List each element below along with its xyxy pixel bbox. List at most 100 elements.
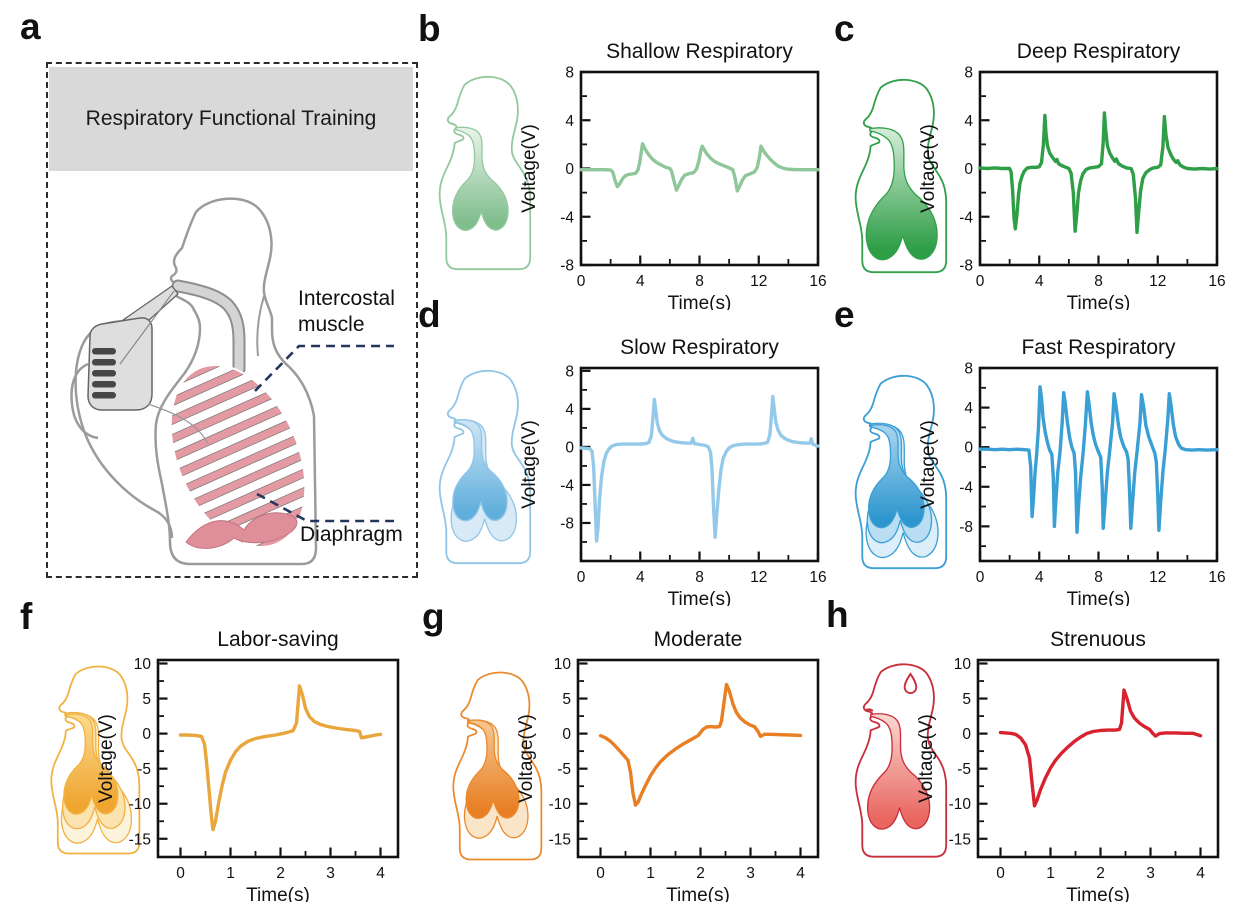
x-axis-label: Time(s) [1067,589,1131,606]
y-tick-label: -4 [560,477,574,494]
training-banner-text: Respiratory Functional Training [85,107,377,130]
body-icon-slow [438,369,532,565]
chart-strenuous: Strenuous -15 -10 -5 0 5 10 0 1 2 3 4 Voltage(V) Time… [916,628,1220,902]
chart-fast-respiratory: Fast Respiratory -8 -4 0 4 8 0 4 8 12 16 Voltage(V)… [918,336,1225,606]
x-axis-label: Time(s) [246,885,310,902]
plot-box [978,70,1219,267]
y-tick-label: -5 [957,761,971,778]
plot-box [156,658,400,859]
chart-title: Labor-saving [217,628,338,651]
x-tick-label: 4 [636,273,645,290]
y-tick-label: 0 [962,726,971,743]
chart-title: Moderate [654,628,743,651]
ribcage-edge [169,363,307,549]
x-tick-label: 16 [809,273,826,290]
chart-title: Fast Respiratory [1021,336,1176,359]
panel-letter-a: a [20,6,41,47]
y-tick-label: 4 [964,400,973,417]
x-axis-label: Time(s) [666,885,730,902]
lung-layer [452,126,509,231]
y-tick-label: 10 [554,656,572,673]
lung-layer [465,719,520,819]
waveform-line [598,682,803,807]
panel-letter-b: b [418,8,441,49]
y-axis-label: Voltage(V) [916,714,937,803]
y-tick-label: -15 [129,831,151,848]
waveform-line [998,688,1203,808]
x-tick-label: 0 [996,865,1005,882]
x-tick-label: 3 [746,865,755,882]
chart-slow-respiratory: Slow Respiratory -8 -4 0 4 8 0 4 8 12 16 Voltage(V)… [519,336,826,606]
x-tick-label: 2 [276,865,285,882]
y-tick-label: 5 [562,691,571,708]
x-axis-label: Time(s) [668,589,732,606]
lung-layer [866,713,931,830]
plot-box [976,658,1220,859]
x-axis-label: Time(s) [1066,885,1130,902]
y-tick-label: -8 [560,515,574,532]
x-tick-label: 12 [750,569,767,586]
waveform-line [978,385,1219,534]
x-tick-label: 8 [695,273,704,290]
trachea [173,281,244,374]
y-tick-label: 0 [565,439,574,456]
chart-title: Shallow Respiratory [606,40,793,63]
y-tick-label: -8 [959,258,973,275]
y-tick-label: 10 [954,656,972,673]
waveform-line [978,111,1219,235]
spring-coil [92,392,116,399]
x-tick-label: 8 [695,569,704,586]
x-tick-label: 3 [1146,865,1155,882]
plot-box [579,366,820,563]
x-tick-label: 3 [326,865,335,882]
y-axis-label: Voltage(V) [918,124,939,213]
y-axis-label: Voltage(V) [918,420,939,509]
y-tick-label: -5 [137,761,151,778]
chart-moderate: Moderate -15 -10 -5 0 5 10 0 1 2 3 4 Voltage(V) Time(… [516,628,820,902]
x-tick-label: 16 [1208,569,1225,586]
waveform-line [579,394,820,543]
y-axis-label: Voltage(V) [519,124,540,213]
y-tick-label: 8 [964,65,973,82]
x-tick-label: 0 [577,569,586,586]
panel-letter-d: d [418,294,441,335]
waveform-line [178,684,383,832]
label-diaphragm: Diaphragm [300,523,403,546]
y-tick-label: 8 [565,65,574,82]
body-icon-shallow [438,75,532,271]
x-tick-label: 0 [577,273,586,290]
neck-back-line [256,295,265,357]
y-axis-label: Voltage(V) [96,714,117,803]
chart-title: Deep Respiratory [1017,40,1181,63]
body-icon-labor-saving [50,665,141,855]
y-tick-label: -4 [959,479,973,496]
y-tick-label: 0 [142,726,151,743]
x-tick-label: 1 [226,865,235,882]
y-tick-label: -8 [560,258,574,275]
y-tick-label: -4 [560,209,574,226]
y-tick-label: 4 [964,113,973,130]
lung-layer [63,713,119,815]
lips-accent [864,708,874,712]
y-tick-label: 0 [565,161,574,178]
y-axis-label: Voltage(V) [516,714,537,803]
label-intercostal-line2: muscle [298,313,365,336]
y-tick-label: -15 [949,831,971,848]
x-tick-label: 1 [1046,865,1055,882]
x-tick-label: 4 [636,569,645,586]
chart-title: Strenuous [1050,628,1146,651]
x-tick-label: 12 [750,273,767,290]
y-tick-label: -10 [949,796,972,813]
leader-line-diaphragm [256,492,394,523]
label-intercostal-muscle: Intercostal muscle [298,286,395,338]
panel-letter-c: c [834,8,855,49]
hand-grip [70,362,99,440]
chart-deep-respiratory: Deep Respiratory -8 -4 0 4 8 0 4 8 12 16 Voltage(V)… [918,40,1225,310]
spring-coil [92,381,116,388]
y-tick-label: 8 [565,363,574,380]
training-banner: Respiratory Functional Training [49,67,413,171]
respiratory-training-illustration [70,197,394,569]
y-tick-label: -10 [549,796,572,813]
sweat-drop-icon [903,672,918,694]
x-tick-label: 4 [1196,865,1205,882]
